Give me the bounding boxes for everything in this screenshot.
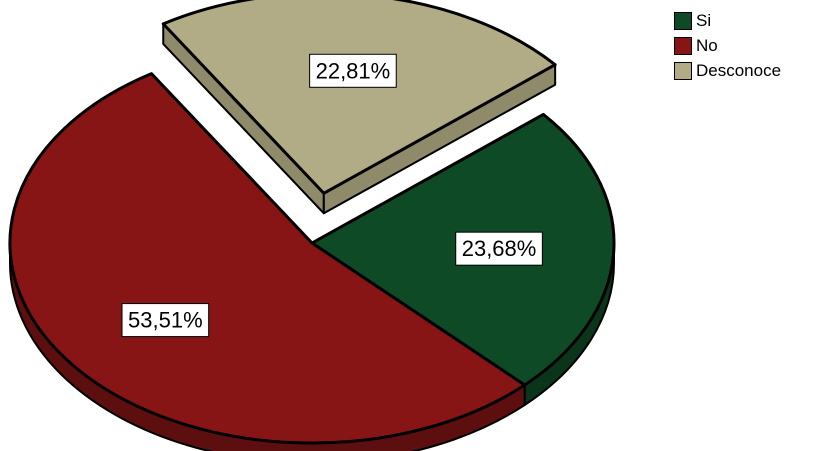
pie-label-si: 23,68% (455, 231, 543, 266)
pie-label-desconoce: 22,81% (309, 53, 397, 88)
legend-label-desconoce: Desconoce (696, 60, 782, 80)
pie-labels-group: 23,68% 53,51% 22,81% (121, 53, 543, 338)
legend-label-si: Si (696, 10, 712, 30)
legend-swatch-si (674, 11, 692, 30)
pie-label-text-no: 53,51% (128, 308, 203, 333)
legend-swatch-desconoce (674, 61, 692, 80)
pie-label-box-si (455, 231, 543, 266)
pie-label-text-si: 23,68% (462, 236, 537, 261)
legend: Si No Desconoce (674, 8, 781, 83)
legend-item-desconoce: Desconoce (674, 58, 781, 83)
pie-slice-no (8, 72, 527, 445)
pie-label-box-no (121, 303, 210, 338)
pie-label-no: 53,51% (121, 303, 210, 338)
pie-label-box-desconoce (309, 53, 397, 88)
legend-swatch-no (674, 36, 692, 55)
legend-item-no: No (674, 33, 781, 58)
pie-label-text-desconoce: 22,81% (316, 58, 391, 83)
pie-slice-desconoce (161, 0, 557, 195)
legend-item-si: Si (674, 8, 781, 33)
legend-label-no: No (696, 35, 718, 55)
